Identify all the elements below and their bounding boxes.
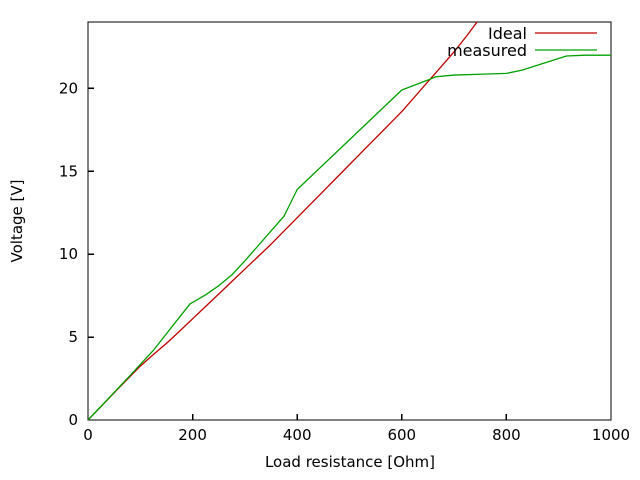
series-line-ideal bbox=[88, 22, 478, 420]
legend-label-measured: measured bbox=[447, 41, 527, 60]
series-line-measured bbox=[88, 54, 611, 420]
y-tick-label-5: 5 bbox=[68, 328, 78, 346]
y-tick-label-10: 10 bbox=[59, 245, 78, 263]
x-tick-label-400: 400 bbox=[283, 426, 312, 444]
y-tick-label-20: 20 bbox=[59, 79, 78, 97]
x-axis-tick-labels: 0 200 400 600 800 1000 bbox=[83, 426, 630, 444]
y-axis-ticks bbox=[88, 87, 94, 421]
y-axis-title: Voltage [V] bbox=[8, 180, 26, 263]
plot-frame bbox=[87, 21, 612, 421]
legend-label-ideal: Ideal bbox=[488, 24, 527, 43]
y-tick-label-0: 0 bbox=[68, 411, 78, 429]
y-axis-tick-labels: 0 5 10 15 20 bbox=[59, 79, 78, 429]
x-axis-ticks bbox=[87, 414, 612, 420]
x-axis-title: Load resistance [Ohm] bbox=[265, 453, 435, 471]
x-tick-label-800: 800 bbox=[492, 426, 521, 444]
x-tick-label-600: 600 bbox=[387, 426, 416, 444]
y-tick-label-15: 15 bbox=[59, 162, 78, 180]
x-tick-label-0: 0 bbox=[83, 426, 93, 444]
x-tick-label-200: 200 bbox=[178, 426, 207, 444]
x-tick-label-1000: 1000 bbox=[592, 426, 630, 444]
data-series-group bbox=[88, 22, 611, 420]
